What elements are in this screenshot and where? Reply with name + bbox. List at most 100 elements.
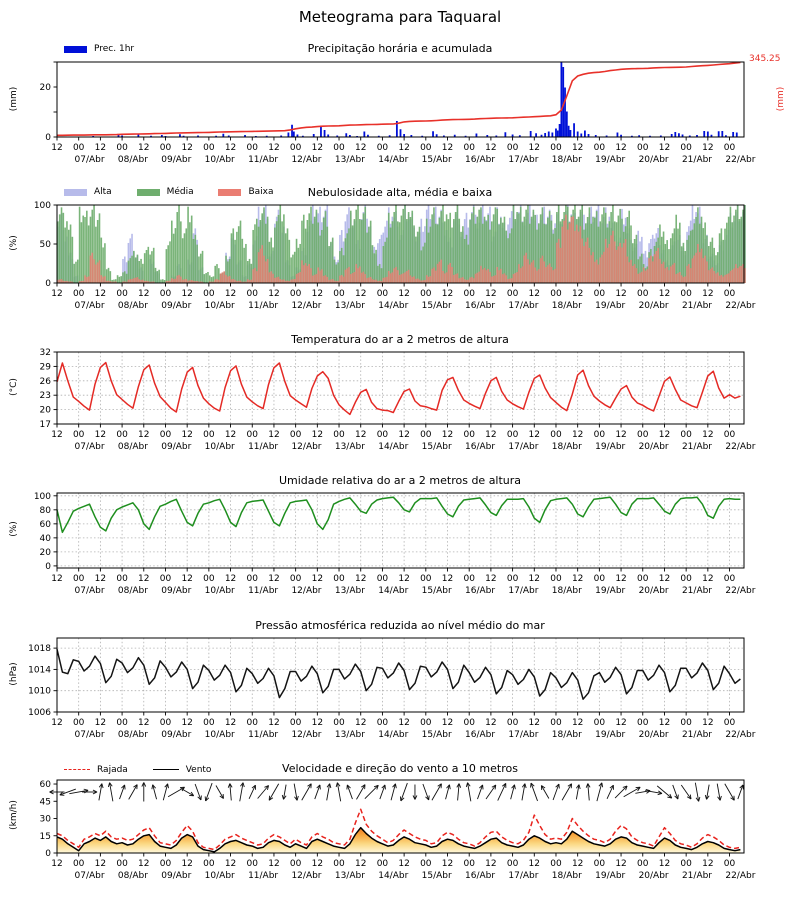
svg-text:00: 00 (507, 143, 519, 153)
svg-text:00: 00 (680, 430, 692, 440)
svg-text:12: 12 (659, 143, 670, 153)
svg-text:12: 12 (702, 143, 713, 153)
svg-text:12: 12 (312, 859, 323, 869)
svg-text:00: 00 (724, 574, 736, 584)
svg-text:32: 32 (40, 348, 51, 358)
svg-text:00: 00 (463, 430, 475, 440)
svg-text:11/Abr: 11/Abr (248, 155, 278, 165)
svg-text:14/Abr: 14/Abr (378, 586, 408, 596)
svg-text:00: 00 (637, 574, 649, 584)
figure-title: Meteograma para Taquaral (298, 8, 502, 26)
svg-text:00: 00 (420, 574, 432, 584)
svg-text:12: 12 (312, 289, 323, 299)
svg-text:17/Abr: 17/Abr (508, 586, 538, 596)
svg-text:00: 00 (550, 289, 562, 299)
svg-text:12: 12 (95, 574, 106, 584)
vento-label: Vento (185, 764, 212, 775)
svg-text:00: 00 (420, 859, 432, 869)
svg-text:12: 12 (181, 718, 192, 728)
svg-text:15: 15 (40, 832, 51, 842)
svg-text:12: 12 (529, 718, 540, 728)
svg-text:00: 00 (420, 289, 432, 299)
svg-text:12: 12 (659, 289, 670, 299)
svg-text:00: 00 (637, 430, 649, 440)
svg-text:00: 00 (203, 718, 215, 728)
svg-text:12: 12 (225, 718, 236, 728)
svg-text:16/Abr: 16/Abr (465, 730, 495, 740)
svg-text:12: 12 (95, 859, 106, 869)
svg-text:00: 00 (73, 859, 85, 869)
svg-text:00: 00 (463, 859, 475, 869)
svg-text:21/Abr: 21/Abr (682, 442, 712, 452)
svg-text:12: 12 (181, 430, 192, 440)
baixa-swatch (218, 188, 242, 196)
svg-text:00: 00 (507, 859, 519, 869)
svg-text:23: 23 (40, 391, 51, 401)
alta-label: Alta (94, 187, 112, 197)
svg-text:00: 00 (680, 859, 692, 869)
svg-text:12: 12 (572, 859, 583, 869)
svg-text:1018: 1018 (28, 644, 51, 654)
svg-text:00: 00 (333, 859, 345, 869)
svg-text:12: 12 (398, 859, 409, 869)
svg-text:12: 12 (181, 859, 192, 869)
svg-text:12: 12 (529, 143, 540, 153)
svg-text:13/Abr: 13/Abr (335, 155, 365, 165)
baixa-label: Baixa (248, 187, 274, 197)
svg-text:12: 12 (225, 289, 236, 299)
svg-text:12: 12 (485, 574, 496, 584)
svg-text:08/Abr: 08/Abr (118, 442, 148, 452)
svg-text:11/Abr: 11/Abr (248, 730, 278, 740)
svg-text:15/Abr: 15/Abr (422, 871, 452, 881)
svg-text:60: 60 (40, 520, 52, 530)
svg-text:20/Abr: 20/Abr (639, 730, 669, 740)
svg-text:12: 12 (529, 289, 540, 299)
svg-text:00: 00 (724, 718, 736, 728)
svg-text:00: 00 (637, 143, 649, 153)
svg-text:0: 0 (45, 849, 51, 859)
svg-text:00: 00 (637, 718, 649, 728)
svg-text:12: 12 (529, 859, 540, 869)
svg-text:19/Abr: 19/Abr (595, 442, 625, 452)
svg-text:00: 00 (160, 430, 172, 440)
svg-text:00: 00 (637, 289, 649, 299)
svg-text:12: 12 (615, 289, 626, 299)
svg-text:07/Abr: 07/Abr (75, 871, 105, 881)
svg-text:00: 00 (463, 718, 475, 728)
svg-text:20/Abr: 20/Abr (639, 301, 669, 311)
svg-text:00: 00 (160, 289, 172, 299)
svg-text:10/Abr: 10/Abr (205, 586, 235, 596)
svg-text:12: 12 (268, 289, 279, 299)
svg-text:17/Abr: 17/Abr (508, 301, 538, 311)
svg-text:20/Abr: 20/Abr (639, 871, 669, 881)
vento-line-swatch (152, 769, 179, 770)
svg-text:14/Abr: 14/Abr (378, 730, 408, 740)
svg-text:00: 00 (463, 574, 475, 584)
svg-text:00: 00 (333, 289, 345, 299)
svg-text:22/Abr: 22/Abr (725, 730, 755, 740)
svg-text:18/Abr: 18/Abr (552, 730, 582, 740)
svg-text:12: 12 (615, 718, 626, 728)
svg-text:11/Abr: 11/Abr (248, 442, 278, 452)
media-label: Média (166, 187, 194, 197)
svg-text:17/Abr: 17/Abr (508, 155, 538, 165)
svg-text:00: 00 (680, 289, 692, 299)
svg-text:15/Abr: 15/Abr (422, 586, 452, 596)
svg-text:18/Abr: 18/Abr (552, 586, 582, 596)
svg-text:10/Abr: 10/Abr (205, 871, 235, 881)
svg-text:12: 12 (572, 574, 583, 584)
svg-text:00: 00 (160, 143, 172, 153)
svg-text:12: 12 (181, 574, 192, 584)
svg-text:00: 00 (116, 430, 128, 440)
svg-text:12: 12 (355, 289, 366, 299)
svg-text:20/Abr: 20/Abr (639, 155, 669, 165)
svg-text:00: 00 (680, 574, 692, 584)
svg-text:00: 00 (203, 859, 215, 869)
svg-text:14/Abr: 14/Abr (378, 871, 408, 881)
svg-text:12: 12 (572, 718, 583, 728)
svg-text:12: 12 (659, 859, 670, 869)
svg-text:00: 00 (73, 718, 85, 728)
svg-text:16/Abr: 16/Abr (465, 586, 495, 596)
svg-text:00: 00 (550, 143, 562, 153)
